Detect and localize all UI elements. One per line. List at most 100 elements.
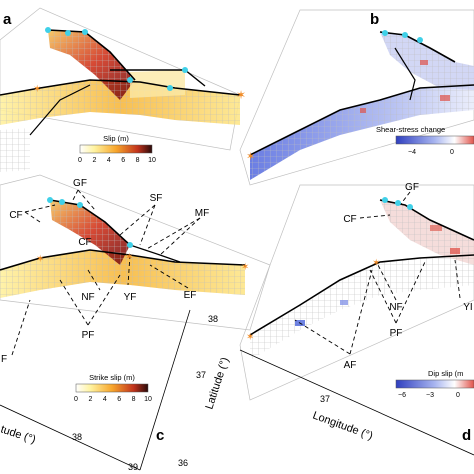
svg-text:0: 0 [456, 392, 460, 399]
strike-colorbar [75, 383, 149, 393]
svg-text:10: 10 [144, 396, 152, 403]
panel-c-fault-upper-grid [50, 200, 130, 265]
slip-colorbar-ticks: 0 2 4 6 8 10 [78, 157, 156, 164]
svg-text:4: 4 [107, 157, 111, 164]
panel-d-fault-trace-1 [249, 254, 474, 336]
panel-a-lower-grid [0, 128, 30, 172]
panel-b-base-plane [239, 9, 474, 186]
panel-c-stars: ✶ ✶ ✶ [36, 252, 249, 273]
svg-text:8: 8 [136, 157, 140, 164]
panel-a-fault-trace-4 [29, 84, 91, 136]
panel-a-star-1: ✶ [236, 88, 246, 102]
svg-text:✶: ✶ [372, 258, 380, 269]
dip-colorbar-title: Dip slip (m [428, 369, 463, 378]
svg-text:−6: −6 [398, 392, 406, 399]
svg-text:SF: SF [150, 193, 163, 204]
panel-d-longitude-tick: 37 [320, 394, 330, 404]
svg-text:−4: −4 [408, 149, 416, 156]
panel-c-epicenters [47, 197, 133, 248]
panel-b-positive-patches [360, 60, 450, 113]
svg-text:YF: YF [124, 292, 137, 303]
svg-text:2: 2 [92, 157, 96, 164]
panel-b: ✶ b Shear-stress change −4 0 [239, 9, 474, 186]
panel-d: GF CF NF YI PF AF ✶✶ Dip slip (m −6 −3 0… [239, 182, 474, 456]
dip-colorbar [395, 379, 474, 389]
svg-text:NF: NF [389, 302, 402, 313]
svg-text:PF: PF [82, 330, 95, 341]
svg-text:✶: ✶ [241, 262, 249, 273]
svg-text:F: F [1, 354, 7, 365]
panel-d-fault-main [250, 255, 474, 360]
panel-c: GF SF MF CF CF NF YF EF PF F ✶ ✶ ✶ Strike … [0, 174, 271, 472]
latitude-axis-label: Latitude (°) [203, 356, 231, 411]
panel-b-fault-trace-1 [249, 84, 474, 156]
panel-a-epicenters [45, 27, 188, 91]
panel-d-label: d [462, 427, 471, 444]
panel-d-leaders [294, 191, 461, 355]
longitude-axis-fragment: tude (°) [0, 423, 37, 446]
svg-text:GF: GF [405, 182, 419, 193]
svg-text:6: 6 [121, 157, 125, 164]
svg-text:EF: EF [184, 290, 197, 301]
panel-c-fault-main-grid [0, 250, 245, 298]
panel-c-leaders [11, 189, 201, 356]
panel-c-fault-labels: GF SF MF CF CF NF YF EF PF F [1, 178, 209, 365]
panel-a: ✶ ✶ a Slip (m) 0 2 4 6 8 10 [0, 7, 246, 172]
panel-c-fault-trace-3 [129, 244, 181, 263]
svg-text:10: 10 [148, 157, 156, 164]
svg-text:GF: GF [73, 178, 87, 189]
svg-text:0: 0 [74, 396, 78, 403]
dip-colorbar-ticks: −6 −3 0 [398, 392, 460, 399]
panel-d-fault-trace-2 [379, 199, 474, 241]
svg-text:✶: ✶ [125, 252, 133, 263]
panel-c-axis-y [139, 309, 191, 471]
svg-text:0: 0 [78, 157, 82, 164]
panel-c-label: c [156, 427, 164, 444]
panel-d-fault-labels: GF CF NF YI PF AF [343, 182, 472, 371]
strike-colorbar-title: Strike slip (m) [89, 373, 135, 382]
panel-d-stars: ✶✶ [246, 258, 380, 343]
svg-text:2: 2 [88, 396, 92, 403]
strike-colorbar-ticks: 0 2 4 6 8 10 [74, 396, 152, 403]
panel-b-fault-trace-3 [394, 47, 416, 101]
panel-d-longitude-label: Longitude (°) [311, 410, 374, 443]
panel-d-base-plane [239, 184, 474, 401]
panel-b-fault-main-grid [250, 85, 474, 180]
panel-b-star: ✶ [246, 151, 255, 163]
shear-colorbar-title: Shear-stress change [376, 125, 445, 134]
panel-a-fault-trace-1 [0, 79, 241, 96]
shear-colorbar [395, 135, 474, 145]
latitude-tick-36: 36 [178, 458, 188, 468]
svg-text:✶: ✶ [36, 254, 44, 265]
latitude-axis-ticks: 38 37 36 [178, 314, 218, 468]
panel-a-fault-upper-grid [48, 30, 135, 100]
panel-a-label: a [3, 11, 12, 28]
panel-b-epicenters [382, 30, 423, 43]
svg-text:8: 8 [132, 396, 136, 403]
panel-c-fault-trace-1 [0, 249, 246, 271]
svg-text:CF: CF [78, 237, 91, 248]
panel-c-base-plane [0, 174, 271, 331]
svg-text:4: 4 [103, 396, 107, 403]
panel-c-fault-trace-2 [49, 199, 131, 246]
svg-text:38: 38 [208, 314, 218, 324]
svg-text:✶: ✶ [246, 332, 254, 343]
shear-colorbar-ticks: −4 0 [408, 149, 454, 156]
svg-text:CF: CF [343, 214, 356, 225]
svg-text:NF: NF [81, 292, 94, 303]
svg-text:PF: PF [390, 328, 403, 339]
panel-c-axis-x [0, 404, 141, 471]
left-axis-tick-2: 39 [128, 462, 138, 472]
svg-text:−3: −3 [426, 392, 434, 399]
slip-colorbar-title: Slip (m) [103, 134, 129, 143]
left-axis-tick-1: 38 [72, 432, 82, 442]
panel-d-axis-x [239, 349, 474, 456]
panel-a-star-2: ✶ [33, 84, 41, 95]
svg-text:CF: CF [9, 210, 22, 221]
svg-text:YI: YI [463, 302, 472, 313]
slip-colorbar [79, 144, 153, 154]
svg-text:37: 37 [196, 370, 206, 380]
svg-text:0: 0 [450, 149, 454, 156]
panel-d-epicenters [382, 197, 413, 210]
